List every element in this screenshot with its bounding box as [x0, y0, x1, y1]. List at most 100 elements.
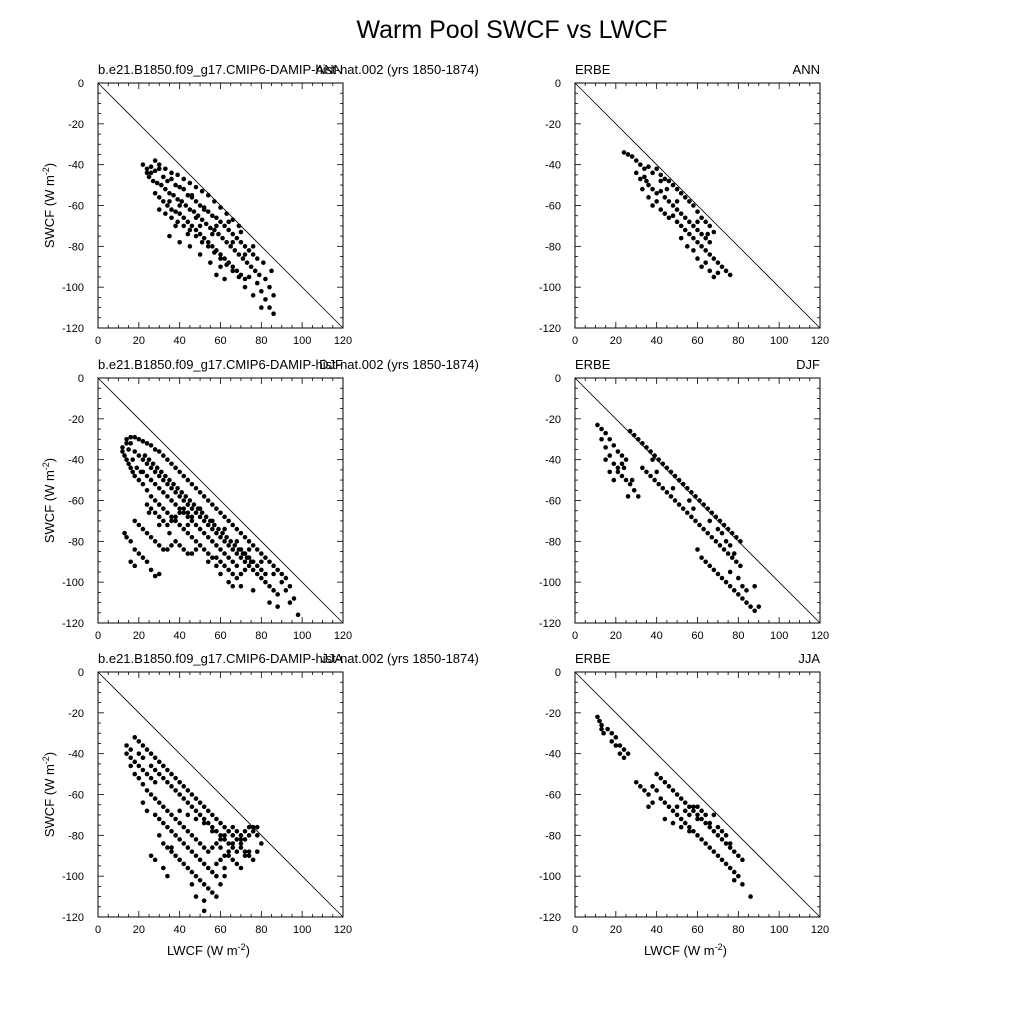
data-point: [152, 573, 158, 579]
data-point: [238, 229, 244, 235]
data-point: [687, 824, 692, 830]
data-point: [173, 788, 178, 793]
scatter-panel: 0 20 40 60 80 100 120 0 -20 -40 -60 -80 -100 -120 b.e2…: [41, 357, 479, 642]
data-point: [234, 235, 240, 241]
x-tick-label: 40: [174, 335, 186, 347]
data-point: [599, 426, 604, 432]
data-point: [152, 539, 158, 544]
data-point: [161, 199, 166, 204]
data-point: [177, 820, 182, 826]
data-point: [177, 506, 182, 511]
data-point: [214, 841, 219, 846]
data-point: [185, 788, 191, 793]
data-point: [171, 192, 176, 198]
data-point: [148, 534, 154, 540]
data-point: [136, 551, 142, 556]
data-point: [128, 441, 133, 446]
data-point: [212, 199, 217, 204]
data-point: [629, 154, 635, 159]
data-point: [165, 494, 170, 499]
data-point: [167, 199, 172, 204]
data-point: [238, 555, 244, 560]
data-point: [699, 555, 704, 560]
data-point: [621, 150, 627, 155]
data-point: [654, 469, 659, 475]
data-point: [623, 457, 629, 462]
data-point: [736, 873, 741, 879]
data-point: [214, 861, 219, 867]
data-point: [205, 820, 211, 826]
data-point: [646, 182, 651, 188]
data-point: [731, 877, 737, 883]
data-point: [230, 833, 236, 838]
data-point: [216, 231, 221, 237]
data-point: [631, 487, 637, 493]
data-point: [287, 600, 293, 605]
data-point: [216, 526, 221, 532]
data-point: [703, 559, 708, 565]
data-point: [201, 235, 207, 241]
data-point: [124, 436, 129, 442]
y-tick-label: -100: [539, 282, 561, 294]
data-point: [234, 828, 240, 834]
data-point: [250, 857, 256, 863]
data-point: [165, 203, 170, 208]
data-point: [719, 837, 725, 842]
data-point: [748, 604, 753, 609]
data-point: [283, 575, 289, 581]
data-point: [181, 473, 187, 479]
data-point: [205, 559, 211, 565]
y-tick-label: -120: [62, 618, 84, 630]
y-tick-label: -20: [68, 708, 84, 720]
x-tick-label: 40: [651, 630, 663, 642]
data-point: [165, 481, 170, 487]
data-point: [666, 215, 672, 221]
data-point: [189, 849, 195, 854]
data-point: [666, 804, 672, 810]
data-point: [658, 178, 664, 184]
data-point: [165, 873, 170, 879]
data-point: [263, 276, 268, 282]
data-point: [136, 522, 142, 528]
data-point: [607, 469, 613, 475]
data-point: [738, 563, 743, 569]
data-point: [619, 461, 625, 467]
data-point: [214, 828, 219, 834]
data-point: [185, 845, 191, 850]
data-point: [676, 477, 682, 483]
panel-season-label: JJA: [798, 651, 820, 666]
data-point: [132, 547, 138, 552]
data-point: [603, 445, 608, 450]
data-point: [148, 751, 154, 756]
data-point: [713, 539, 719, 544]
x-tick-label: 20: [610, 630, 622, 642]
data-point: [701, 526, 706, 532]
y-tick-label: -20: [545, 119, 561, 131]
data-point: [177, 203, 182, 208]
data-point: [727, 841, 733, 846]
y-tick-label: 0: [78, 373, 84, 385]
x-tick-label: 100: [293, 924, 311, 936]
panel-season-label: ANN: [316, 62, 343, 77]
data-point: [205, 498, 211, 503]
data-point: [205, 192, 211, 198]
data-point: [193, 808, 199, 814]
data-point: [175, 197, 180, 202]
data-point: [193, 184, 199, 190]
unit-exponent: -2: [41, 756, 51, 764]
y-tick-label: -120: [539, 323, 561, 335]
data-point: [193, 873, 199, 879]
panel-left-label: ERBE: [575, 357, 611, 372]
data-point: [687, 828, 692, 834]
data-point: [662, 195, 668, 200]
data-point: [613, 743, 619, 748]
data-point: [638, 784, 643, 789]
data-point: [185, 828, 191, 834]
data-point: [185, 231, 191, 237]
data-point: [218, 534, 223, 540]
data-point: [181, 176, 187, 182]
data-point: [695, 209, 700, 214]
data-point: [605, 726, 610, 732]
data-point: [136, 453, 142, 458]
data-point: [267, 559, 272, 565]
